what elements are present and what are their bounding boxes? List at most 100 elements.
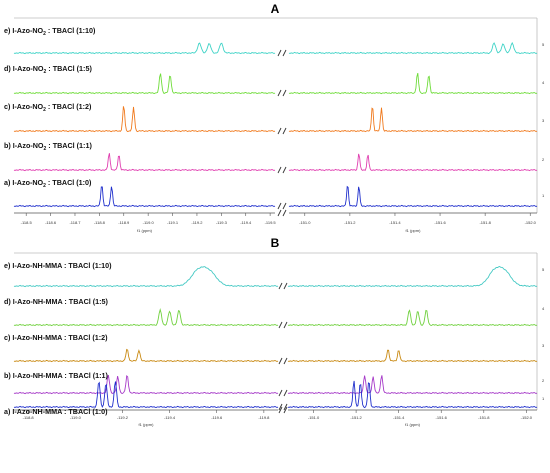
spectrum-trace [13,186,276,208]
axis-break-mark [278,406,283,414]
panel-label-b: B [271,236,280,250]
x-tick-label: -151.8 [479,220,491,225]
axis-break-mark [282,166,287,174]
series-label: b) I-Azo-NO2 : TBACl (1:1) [4,141,92,152]
spectrum-trace [287,309,538,327]
series-label: a) I-Azo-NH-MMA : TBACl (1:0) [4,407,108,416]
series-label-main: c) I-Azo-NH-MMA : TBACl (1:2) [4,333,108,342]
axis-break-mark [277,127,282,135]
x-tick-label: -118.5 [21,220,33,225]
spectrum-trace [287,380,538,409]
spectrum-trace [13,42,276,55]
series-label-subscript: 2 [43,107,46,113]
spectrum-trace [13,153,276,172]
series-label: c) I-Azo-NH-MMA : TBACl (1:2) [4,333,108,342]
x-tick-label: -119.4 [240,220,252,225]
right-axis-label: 4 [542,80,545,85]
axis-break-mark [283,406,288,414]
series-label-subscript: 2 [43,31,46,37]
spectrum-trace [287,266,538,288]
x-tick-label: -152.0 [521,415,533,420]
spectrum-trace [13,73,276,95]
series-label-subscript: 2 [43,183,46,189]
panel-label-a: A [271,2,280,16]
right-axis-label: 2 [542,378,545,383]
series-label-main: d) I-Azo-NH-MMA : TBACl (1:5) [4,297,109,306]
series-label-main: a) I-Azo-NH-MMA : TBACl (1:0) [4,407,108,416]
x-tick-label: -119.0 [143,220,155,225]
x-tick-label: -119.0 [70,415,82,420]
series-label-main: a) I-Azo-NO [4,178,44,187]
spectrum-trace [288,185,538,208]
spectrum-trace [288,41,538,55]
axis-break-mark [282,202,287,210]
axis-break-mark [277,166,282,174]
series-label-tail: : TBACl (1:1) [46,141,92,150]
series-label-tail: : TBACl (1:5) [46,64,92,73]
axis-break-mark [277,49,282,57]
axis-break-mark [278,357,283,365]
x-tick-label: -118.6 [45,220,57,225]
spectrum-trace [13,348,279,363]
x-tick-label: -151.0 [308,415,320,420]
x-tick-label: -151.6 [436,415,448,420]
spectrum-trace [288,153,538,172]
x-tick-label: -151.4 [393,415,405,420]
x-tick-label: -151.4 [389,220,401,225]
series-label: c) I-Azo-NO2 : TBACl (1:2) [4,102,92,113]
series-label: b) I-Azo-NH-MMA : TBACl (1:1) [4,371,109,380]
axis-break-mark [283,357,288,365]
axis-break-mark [283,403,288,411]
x-tick-label: -119.8 [258,415,270,420]
axis-break-mark [277,209,282,217]
x-tick-label: -118.9 [118,220,130,225]
spectrum-trace [288,107,538,133]
right-axis-label: 3 [542,343,545,348]
x-axis-label: f1 (ppm) [139,422,155,427]
series-label-subscript: 2 [44,69,47,75]
right-axis-label: 2 [542,157,545,162]
x-tick-label: -119.5 [265,220,277,225]
x-tick-label: -119.2 [191,220,203,225]
x-tick-label: -151.2 [344,220,356,225]
axis-break-mark [283,282,288,290]
spectrum-trace [287,375,538,395]
spectrum-trace [287,349,538,363]
axis-break-mark [283,321,288,329]
x-tick-label: -119.6 [211,415,223,420]
spectrum-trace [13,266,279,288]
axis-break-mark [283,389,288,397]
x-axis-label: f1 (ppm) [137,228,153,233]
spectrum-trace [13,308,279,327]
spectrum-trace [13,374,279,395]
right-axis-label: 4 [542,306,545,311]
series-label-tail: : TBACl (1:10) [46,26,96,35]
x-tick-label: -119.3 [216,220,228,225]
x-tick-label: -118.7 [69,220,81,225]
series-label: d) I-Azo-NO2 : TBACl (1:5) [4,64,92,75]
right-axis-label: 3 [542,118,545,123]
x-tick-label: -152.0 [525,220,537,225]
panel-b: 5 4 3 2 1 -118.8 -119.0 -119.2 -119.4 -119.6 -119.… [4,252,545,427]
x-tick-label: -118.8 [23,415,35,420]
x-axis-label: f1 (ppm) [406,228,422,233]
right-axis-label: 5 [542,267,545,272]
series-label: d) I-Azo-NH-MMA : TBACl (1:5) [4,297,109,306]
series-label-subscript: 2 [44,146,47,152]
x-axis-label: f1 (ppm) [405,422,421,427]
x-tick-label: -151.0 [299,220,311,225]
series-label: a) I-Azo-NO2 : TBACl (1:0) [4,178,92,189]
spectrum-trace [13,106,276,133]
series-label-main: c) I-Azo-NO [4,102,44,111]
x-tick-label: -151.2 [350,415,362,420]
series-label-main: e) I-Azo-NO [4,26,44,35]
series-label-main: e) I-Azo-NH-MMA : TBACl (1:10) [4,261,112,270]
right-axis-label: 5 [542,42,545,47]
axis-break-mark [282,89,287,97]
x-tick-label: -151.6 [434,220,446,225]
series-label-main: b) I-Azo-NO [4,141,44,150]
series-label: e) I-Azo-NH-MMA : TBACl (1:10) [4,261,112,270]
series-label-tail: : TBACl (1:2) [46,102,92,111]
